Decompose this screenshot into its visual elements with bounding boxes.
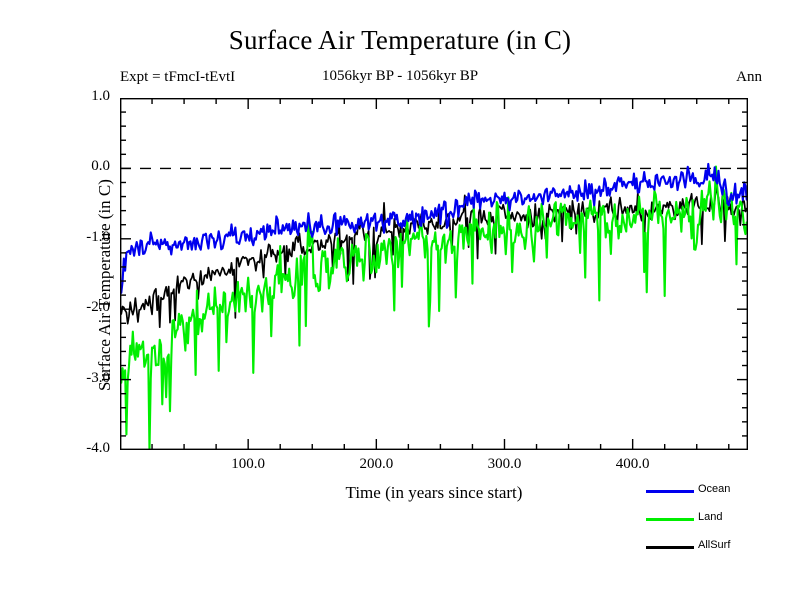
- x-tick-label: 300.0: [487, 456, 522, 472]
- plot-frame: [120, 98, 748, 450]
- x-tick-label: 200.0: [359, 456, 394, 472]
- y-tick-label: -3.0: [86, 369, 110, 386]
- x-tick-label: 400.0: [615, 456, 650, 472]
- plot-canvas: [120, 98, 748, 450]
- y-tick-label: 0.0: [91, 158, 110, 175]
- x-axis-title: Time (in years since start): [345, 483, 523, 502]
- x-tick-label: 100.0: [231, 456, 266, 472]
- experiment-label: Expt = tFmcI-tEvtI: [120, 69, 236, 85]
- chart-subtitle: 1056kyr BP - 1056kyr BP: [321, 68, 479, 84]
- legend-color-swatch: [646, 546, 694, 549]
- y-tick-label: -1.0: [86, 228, 110, 245]
- legend-color-swatch: [646, 518, 694, 521]
- series-line-land: [120, 165, 748, 450]
- legend-item[interactable]: Ocean: [646, 483, 796, 512]
- y-tick-label: 1.0: [91, 88, 110, 104]
- page-title: Surface Air Temperature (in C): [228, 25, 572, 55]
- y-tick-label: -4.0: [86, 440, 110, 456]
- period-label: Ann: [736, 69, 762, 85]
- series-line-ocean: [120, 162, 748, 294]
- plot-area: [120, 98, 748, 450]
- legend-label: Ocean: [698, 483, 731, 495]
- legend-item[interactable]: AllSurf: [646, 539, 796, 568]
- legend: Ocean Land AllSurf: [646, 483, 796, 568]
- legend-item[interactable]: Land: [646, 511, 796, 540]
- legend-color-swatch: [646, 490, 694, 493]
- legend-label: Land: [698, 511, 723, 523]
- legend-label: AllSurf: [698, 539, 731, 551]
- y-tick-label: -2.0: [86, 299, 110, 316]
